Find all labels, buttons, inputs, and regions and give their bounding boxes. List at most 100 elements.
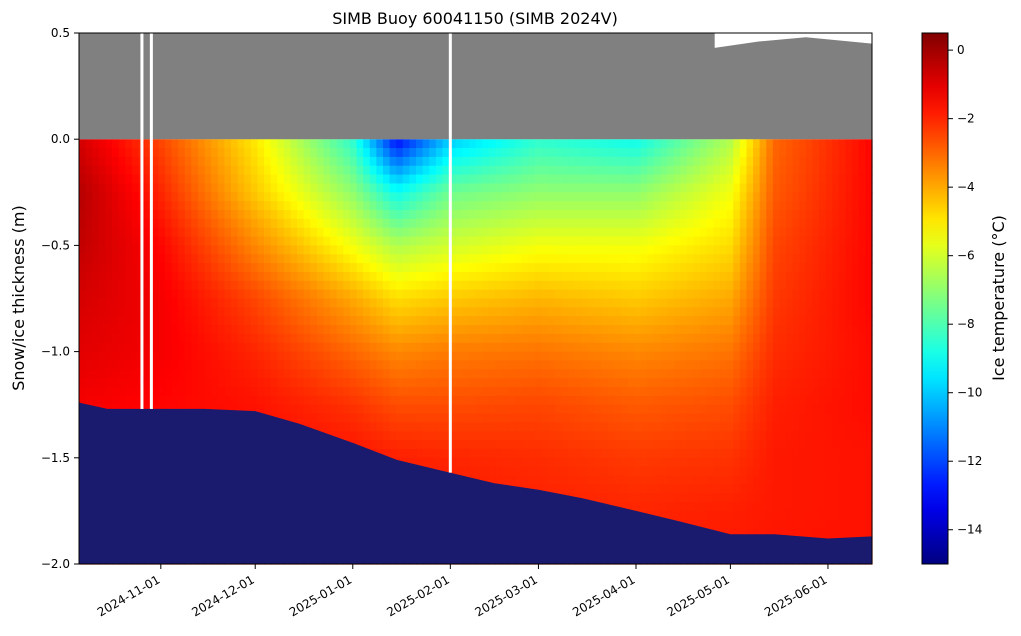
heatmap-cell [85, 325, 93, 335]
heatmap-cell [297, 148, 305, 158]
heatmap-cell [627, 440, 635, 450]
heatmap-cell [548, 183, 556, 193]
heatmap-cell [521, 289, 529, 300]
heatmap-cell [541, 333, 549, 344]
heatmap-cell [409, 333, 417, 344]
heatmap-cell [713, 351, 721, 362]
heatmap-cell [601, 254, 609, 264]
heatmap-cell [845, 183, 853, 193]
heatmap-cell [217, 325, 225, 335]
heatmap-cell [753, 174, 761, 185]
heatmap-cell [323, 192, 331, 202]
heatmap-cell [686, 466, 695, 477]
heatmap-cell [316, 369, 325, 379]
heatmap-cell [753, 201, 761, 211]
heatmap-cell [237, 139, 245, 149]
heatmap-cell [310, 378, 318, 388]
heatmap-cell [402, 316, 411, 326]
heatmap-cell [779, 165, 787, 176]
heatmap-cell [713, 422, 721, 432]
heatmap-cell [700, 342, 708, 353]
heatmap-cell [601, 316, 609, 326]
heatmap-cell [858, 227, 866, 238]
heatmap-cell [614, 387, 622, 397]
heatmap-cell [634, 289, 642, 300]
heatmap-cell [178, 351, 186, 362]
heatmap-cell [587, 280, 596, 291]
heatmap-cell [819, 333, 827, 344]
heatmap-cell [171, 360, 179, 370]
heatmap-cell [508, 307, 516, 317]
heatmap-cell [316, 387, 325, 397]
heatmap-cell [501, 218, 510, 229]
heatmap-cell [330, 395, 338, 406]
heatmap-cell [429, 360, 437, 370]
heatmap-cell [336, 183, 344, 193]
heatmap-cell [244, 333, 252, 344]
heatmap-cell [178, 360, 186, 370]
heatmap-cell [171, 201, 179, 211]
heatmap-cell [568, 342, 576, 353]
heatmap-cell [541, 174, 549, 185]
heatmap-cell [211, 174, 219, 185]
heatmap-cell [508, 227, 516, 238]
heatmap-cell [521, 263, 529, 273]
heatmap-cell [568, 307, 576, 317]
heatmap-cell [382, 325, 391, 335]
heatmap-cell [832, 192, 840, 202]
heatmap-cell [667, 342, 675, 353]
heatmap-cell [832, 440, 840, 450]
heatmap-cell [634, 236, 642, 246]
heatmap-cell [224, 218, 232, 229]
heatmap-cell [270, 307, 278, 317]
heatmap-cell [336, 404, 344, 415]
heatmap-cell [92, 183, 100, 193]
heatmap-cell [79, 201, 87, 211]
heatmap-cell [779, 236, 787, 246]
heatmap-cell [581, 165, 589, 176]
heatmap-cell [739, 156, 748, 167]
heatmap-cell [713, 440, 721, 450]
heatmap-cell [627, 475, 635, 485]
heatmap-cell [515, 192, 523, 202]
heatmap-cell [667, 395, 675, 406]
heatmap-cell [627, 245, 635, 255]
heatmap-cell [680, 475, 688, 485]
heatmap-cell [145, 369, 153, 379]
heatmap-cell [614, 218, 622, 229]
heatmap-cell [363, 165, 371, 176]
heatmap-cell [667, 183, 675, 193]
heatmap-cell [488, 448, 496, 459]
heatmap-cell [634, 165, 642, 176]
heatmap-cell [700, 440, 708, 450]
heatmap-cell [389, 236, 397, 246]
heatmap-cell [739, 218, 748, 229]
heatmap-cell [356, 440, 364, 450]
heatmap-cell [792, 475, 800, 485]
heatmap-cell [343, 342, 351, 353]
heatmap-cell [230, 387, 239, 397]
heatmap-cell [799, 201, 807, 211]
heatmap-cell [640, 369, 648, 379]
heatmap-cell [131, 263, 140, 273]
heatmap-cell [79, 395, 87, 406]
heatmap-cell [673, 210, 681, 220]
heatmap-cell [805, 351, 814, 362]
heatmap-cell [191, 227, 199, 238]
heatmap-cell [363, 378, 371, 388]
heatmap-cell [581, 493, 589, 503]
heatmap-cell [402, 351, 411, 362]
heatmap-cell [614, 227, 622, 238]
heatmap-cell [495, 183, 503, 193]
heatmap-cell [574, 351, 582, 362]
heatmap-cell [799, 360, 807, 370]
heatmap-cell [620, 448, 629, 459]
heatmap-cell [772, 457, 781, 468]
heatmap-cell [277, 395, 285, 406]
heatmap-cell [211, 378, 219, 388]
heatmap-cell [449, 333, 457, 344]
heatmap-cell [799, 183, 807, 193]
heatmap-cell [541, 148, 549, 158]
heatmap-cell [145, 183, 153, 193]
heatmap-cell [792, 148, 800, 158]
